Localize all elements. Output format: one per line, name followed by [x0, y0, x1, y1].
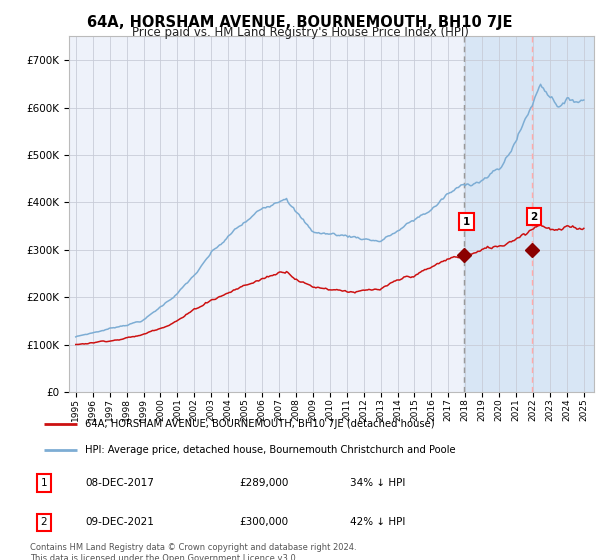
Text: 64A, HORSHAM AVENUE, BOURNEMOUTH, BH10 7JE: 64A, HORSHAM AVENUE, BOURNEMOUTH, BH10 7… — [87, 15, 513, 30]
Text: HPI: Average price, detached house, Bournemouth Christchurch and Poole: HPI: Average price, detached house, Bour… — [85, 445, 456, 455]
Text: 42% ↓ HPI: 42% ↓ HPI — [350, 517, 406, 527]
Text: 1: 1 — [463, 217, 470, 227]
Text: £289,000: £289,000 — [240, 478, 289, 488]
Text: £300,000: £300,000 — [240, 517, 289, 527]
Text: 09-DEC-2021: 09-DEC-2021 — [85, 517, 154, 527]
Text: Price paid vs. HM Land Registry's House Price Index (HPI): Price paid vs. HM Land Registry's House … — [131, 26, 469, 39]
Text: Contains HM Land Registry data © Crown copyright and database right 2024.
This d: Contains HM Land Registry data © Crown c… — [30, 543, 356, 560]
Text: 2: 2 — [530, 212, 538, 222]
Text: 1: 1 — [40, 478, 47, 488]
Text: 64A, HORSHAM AVENUE, BOURNEMOUTH, BH10 7JE (detached house): 64A, HORSHAM AVENUE, BOURNEMOUTH, BH10 7… — [85, 419, 435, 429]
Text: 34% ↓ HPI: 34% ↓ HPI — [350, 478, 406, 488]
Text: 08-DEC-2017: 08-DEC-2017 — [85, 478, 154, 488]
Bar — [464, 36, 600, 392]
Text: 2: 2 — [40, 517, 47, 527]
